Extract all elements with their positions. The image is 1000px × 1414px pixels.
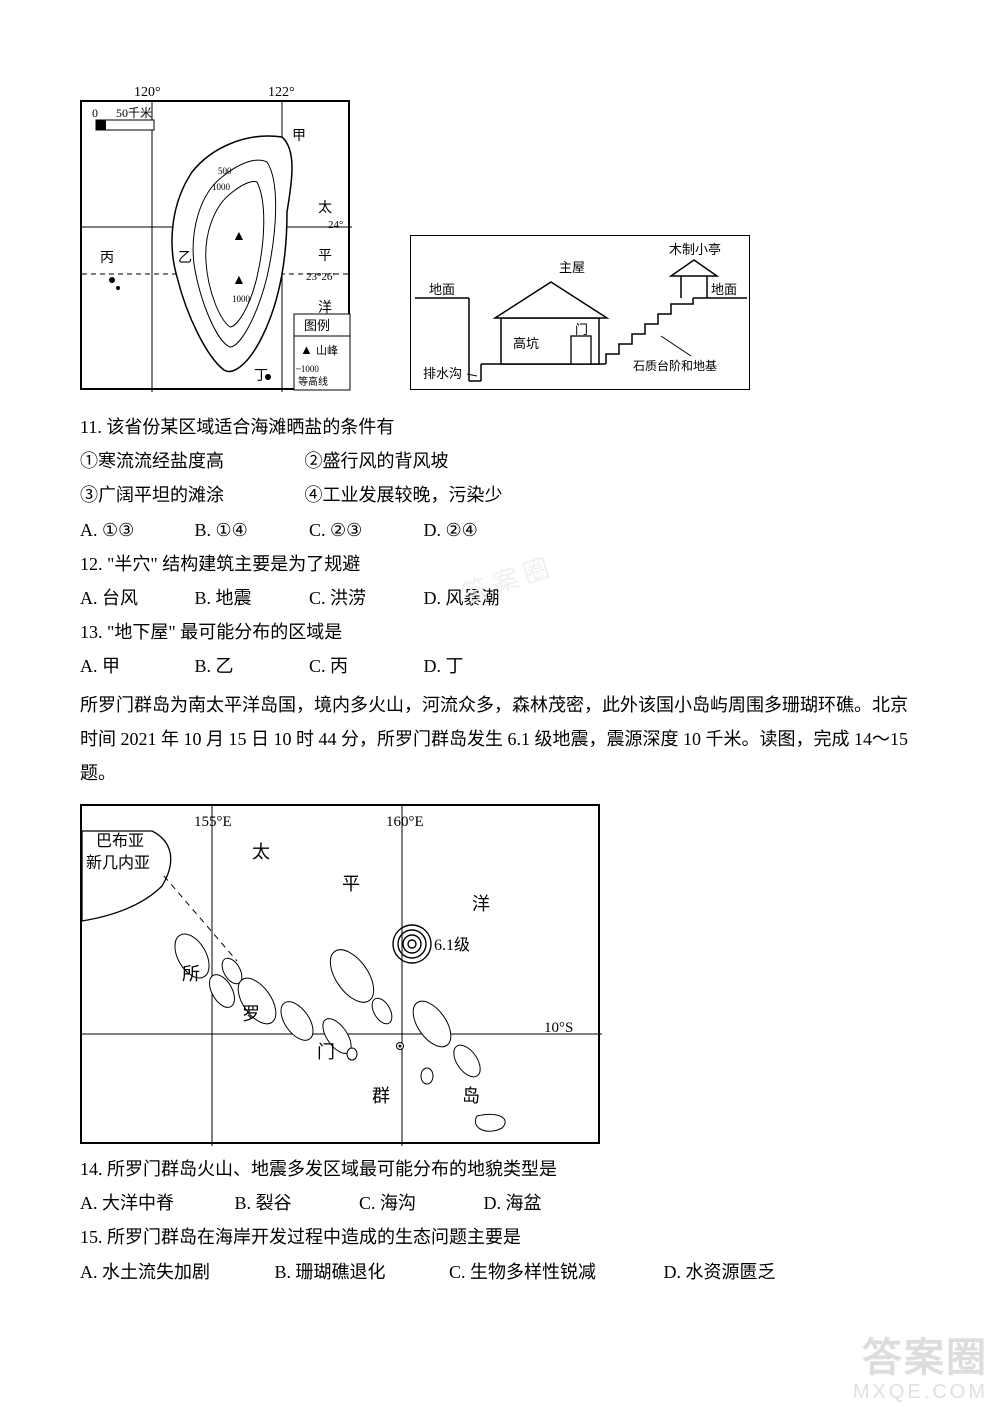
q12-opt-d: D. 风暴潮 bbox=[424, 581, 500, 615]
svg-text:155°E: 155°E bbox=[194, 814, 232, 830]
q11-statements-row2: ③广阔平坦的滩涂 ④工业发展较晚，污染少 bbox=[80, 478, 920, 512]
svg-text:地面: 地面 bbox=[429, 282, 455, 297]
svg-text:高坑: 高坑 bbox=[513, 336, 539, 351]
svg-text:~1000: ~1000 bbox=[296, 364, 319, 374]
figure-map-solomon-wrap: 155°E 160°E 10°S 巴布亚 新几内亚 太 平 洋 所 罗 门 群 … bbox=[80, 804, 920, 1144]
q13-opt-d: D. 丁 bbox=[424, 649, 464, 683]
q14-opt-b: B. 裂谷 bbox=[235, 1186, 355, 1220]
svg-text:排水沟: 排水沟 bbox=[423, 366, 462, 381]
q11-s3: ③广阔平坦的滩涂 bbox=[80, 478, 300, 512]
svg-text:群: 群 bbox=[372, 1086, 390, 1106]
svg-text:主屋: 主屋 bbox=[559, 260, 585, 275]
q11-options: A. ①③ B. ①④ C. ②③ D. ②④ bbox=[80, 513, 920, 547]
svg-text:所: 所 bbox=[182, 964, 200, 984]
q11-opt-d: D. ②④ bbox=[424, 513, 478, 547]
q15-opt-c: C. 生物多样性锐减 bbox=[449, 1255, 659, 1289]
svg-text:▲: ▲ bbox=[300, 342, 313, 357]
svg-text:10°S: 10°S bbox=[544, 1020, 573, 1036]
svg-text:0: 0 bbox=[92, 106, 98, 120]
svg-text:乙: 乙 bbox=[178, 250, 192, 266]
q11-s1: ①寒流流经盐度高 bbox=[80, 444, 300, 478]
q12-stem: 12. "半穴" 结构建筑主要是为了规避 bbox=[80, 547, 920, 581]
svg-text:160°E: 160°E bbox=[386, 814, 424, 830]
q13-opt-b: B. 乙 bbox=[195, 649, 305, 683]
q12-opt-b: B. 地震 bbox=[195, 581, 305, 615]
q15-opt-b: B. 珊瑚礁退化 bbox=[275, 1255, 445, 1289]
q15-opt-a: A. 水土流失加剧 bbox=[80, 1255, 270, 1289]
figure-house-diagram: 木制小亭 主屋 地面 地面 高坑 门 石质台阶和地基 排水沟 bbox=[410, 235, 750, 390]
figure-map-province: 0 50千米 ▲ ▲ 500 1000 1000 甲 太 平 洋 乙 bbox=[80, 100, 350, 390]
svg-text:1000: 1000 bbox=[212, 182, 231, 192]
q13-opt-c: C. 丙 bbox=[309, 649, 419, 683]
svg-text:丙: 丙 bbox=[100, 251, 114, 266]
q11-statements-row1: ①寒流流经盐度高 ②盛行风的背风坡 bbox=[80, 444, 920, 478]
q14-stem: 14. 所罗门群岛火山、地震多发区域最可能分布的地貌类型是 bbox=[80, 1152, 920, 1186]
svg-text:平: 平 bbox=[342, 874, 360, 894]
figures-row: 0 50千米 ▲ ▲ 500 1000 1000 甲 太 平 洋 乙 bbox=[80, 100, 920, 390]
svg-text:新几内亚: 新几内亚 bbox=[86, 854, 150, 872]
svg-text:巴布亚: 巴布亚 bbox=[96, 832, 144, 850]
svg-text:6.1级: 6.1级 bbox=[434, 936, 470, 954]
q11-stem: 11. 该省份某区域适合海滩晒盐的条件有 bbox=[80, 410, 920, 444]
exam-page: 0 50千米 ▲ ▲ 500 1000 1000 甲 太 平 洋 乙 bbox=[0, 0, 1000, 1349]
passage-solomon: 所罗门群岛为南太平洋岛国，境内多火山，河流众多，森林茂密，此外该国小岛屿周围多珊… bbox=[80, 688, 920, 791]
svg-text:罗: 罗 bbox=[242, 1004, 260, 1024]
svg-text:门: 门 bbox=[317, 1042, 335, 1062]
svg-text:山峰: 山峰 bbox=[316, 344, 338, 357]
q11-opt-a: A. ①③ bbox=[80, 513, 190, 547]
q14-opt-a: A. 大洋中脊 bbox=[80, 1186, 230, 1220]
figure-map-solomon: 155°E 160°E 10°S 巴布亚 新几内亚 太 平 洋 所 罗 门 群 … bbox=[80, 804, 600, 1144]
svg-text:洋: 洋 bbox=[472, 894, 490, 914]
svg-text:太: 太 bbox=[318, 200, 332, 216]
svg-text:1000: 1000 bbox=[232, 294, 251, 304]
q11-s2: ②盛行风的背风坡 bbox=[305, 444, 449, 478]
q14-opt-d: D. 海盆 bbox=[484, 1186, 542, 1220]
svg-text:甲: 甲 bbox=[292, 129, 306, 144]
q11-opt-b: B. ①④ bbox=[195, 513, 305, 547]
q15-opt-d: D. 水资源匮乏 bbox=[664, 1255, 776, 1289]
svg-text:23°26′: 23°26′ bbox=[306, 271, 335, 283]
svg-text:24°: 24° bbox=[328, 219, 343, 231]
lon-label-120: 120° bbox=[134, 80, 161, 107]
svg-text:岛: 岛 bbox=[462, 1086, 480, 1106]
svg-text:石质台阶和地基: 石质台阶和地基 bbox=[633, 358, 717, 373]
lon-label-122: 122° bbox=[268, 80, 295, 107]
svg-text:门: 门 bbox=[575, 322, 588, 337]
q12-options: A. 台风 B. 地震 C. 洪涝 D. 风暴潮 bbox=[80, 581, 920, 615]
scale-label: 50千米 bbox=[116, 106, 152, 120]
q15-stem: 15. 所罗门群岛在海岸开发过程中造成的生态问题主要是 bbox=[80, 1220, 920, 1254]
q12-opt-a: A. 台风 bbox=[80, 581, 190, 615]
q13-options: A. 甲 B. 乙 C. 丙 D. 丁 bbox=[80, 649, 920, 683]
q14-opt-c: C. 海沟 bbox=[359, 1186, 479, 1220]
svg-text:等高线: 等高线 bbox=[298, 375, 328, 388]
svg-text:▲: ▲ bbox=[232, 273, 246, 288]
svg-text:图例: 图例 bbox=[304, 318, 330, 333]
svg-text:木制小亭: 木制小亭 bbox=[669, 242, 721, 257]
q13-opt-a: A. 甲 bbox=[80, 649, 190, 683]
svg-text:▲: ▲ bbox=[232, 229, 246, 244]
q15-options: A. 水土流失加剧 B. 珊瑚礁退化 C. 生物多样性锐减 D. 水资源匮乏 bbox=[80, 1255, 920, 1289]
svg-text:500: 500 bbox=[218, 166, 232, 176]
svg-text:地面: 地面 bbox=[711, 282, 737, 297]
q11-s4: ④工业发展较晚，污染少 bbox=[305, 478, 503, 512]
q14-options: A. 大洋中脊 B. 裂谷 C. 海沟 D. 海盆 bbox=[80, 1186, 920, 1220]
q12-opt-c: C. 洪涝 bbox=[309, 581, 419, 615]
watermark-small: MXQE.COM bbox=[853, 1381, 988, 1404]
svg-text:平: 平 bbox=[318, 249, 332, 264]
q11-opt-c: C. ②③ bbox=[309, 513, 419, 547]
svg-text:太: 太 bbox=[252, 842, 270, 862]
q13-stem: 13. "地下屋" 最可能分布的区域是 bbox=[80, 615, 920, 649]
